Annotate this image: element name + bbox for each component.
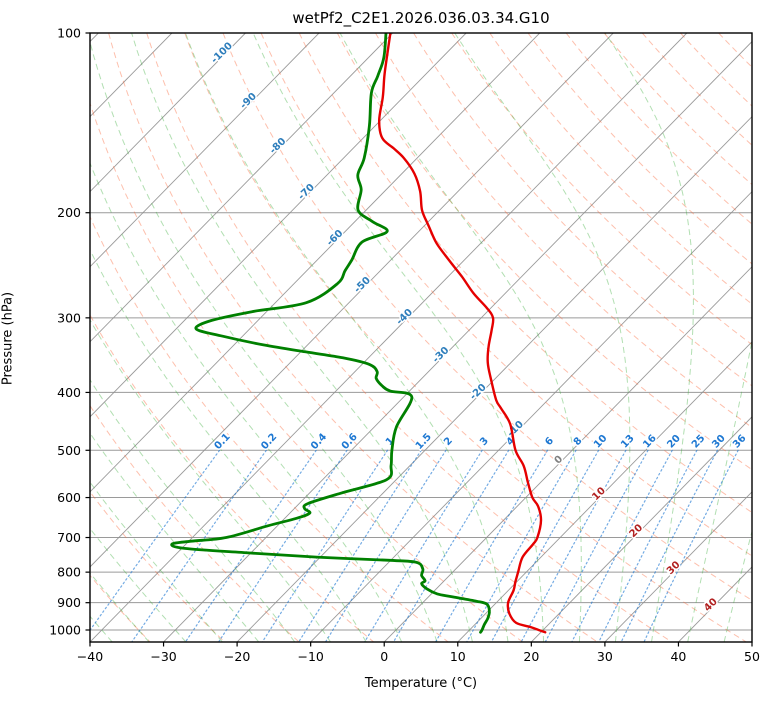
isotherm-label: -30 <box>431 345 452 365</box>
mixing-ratio-label: 8 <box>572 435 585 448</box>
x-tick-label: 30 <box>597 649 613 664</box>
isotherm-label: 10 <box>590 485 608 503</box>
x-tick-label: −10 <box>297 649 323 664</box>
x-tick-label: −40 <box>77 649 103 664</box>
x-tick-label: −30 <box>150 649 176 664</box>
isotherm-label: -60 <box>325 228 346 248</box>
mixing-ratio-label: 0.6 <box>340 431 360 451</box>
mixing-ratio-label: 16 <box>641 433 659 451</box>
y-tick-label: 400 <box>57 385 81 400</box>
y-tick-label: 200 <box>57 205 81 220</box>
mixing-ratio-label: 13 <box>619 433 637 451</box>
isotherm-label: 30 <box>665 559 683 577</box>
mixing-ratio-label: 3 <box>478 435 491 448</box>
mixing-ratio-label: 30 <box>710 433 728 451</box>
mixing-ratio-label: 1.5 <box>414 431 434 451</box>
x-tick-label: 10 <box>450 649 466 664</box>
mixing-ratio-lines <box>90 449 739 642</box>
y-tick-label: 800 <box>57 565 81 580</box>
mixing-ratio-label: 0.4 <box>309 431 329 451</box>
y-tick-label: 600 <box>57 490 81 505</box>
mixing-ratio-label: 25 <box>690 433 708 451</box>
isotherm-label: -90 <box>238 91 259 111</box>
chart-title: wetPf2_C2E1.2026.036.03.34.G10 <box>292 9 550 27</box>
y-tick-label: 100 <box>57 26 81 41</box>
isotherm-label: -80 <box>268 136 289 156</box>
grid-labels: -100-90-80-70-60-50-40-30-20-10010203040… <box>208 39 750 615</box>
x-tick-label: 0 <box>380 649 388 664</box>
mixing-ratio-label: 0.2 <box>259 431 279 451</box>
dry-adiabat-lines <box>90 33 752 642</box>
mixing-ratio-label: 20 <box>665 433 683 451</box>
isotherm-label: 0 <box>553 454 566 467</box>
x-tick-label: 40 <box>670 649 686 664</box>
y-tick-label: 300 <box>57 310 81 325</box>
mixing-ratio-label: 2 <box>442 435 455 448</box>
isotherm-label: 40 <box>702 596 720 614</box>
y-tick-label: 700 <box>57 530 81 545</box>
mixing-ratio-label: 10 <box>592 433 610 451</box>
y-tick-label: 500 <box>57 443 81 458</box>
mixing-ratio-label: 0.1 <box>213 431 233 451</box>
y-tick-label: 900 <box>57 595 81 610</box>
mixing-ratio-label: 6 <box>543 435 556 448</box>
axis-ticks: −40 −30 −20 −10 0 10 20 30 40 5010020030040050060… <box>49 26 760 665</box>
temperature-curve <box>377 33 547 634</box>
x-axis-label: Temperature (°C) <box>364 676 478 691</box>
x-tick-label: 50 <box>744 649 760 664</box>
isotherm-label: -70 <box>296 182 317 202</box>
y-tick-label: 1000 <box>49 623 81 638</box>
y-axis-label: Pressure (hPa) <box>0 291 16 386</box>
plot-frame <box>89 32 753 643</box>
dewpoint-curve <box>170 33 491 634</box>
x-tick-label: −20 <box>224 649 250 664</box>
isotherm-label: -50 <box>352 275 373 295</box>
isotherm-lines <box>90 33 752 642</box>
plot-area: -100-90-80-70-60-50-40-30-20-10010203040… <box>90 33 752 642</box>
isotherm-label: -40 <box>394 307 415 327</box>
x-tick-label: 20 <box>523 649 539 664</box>
moist-adiabat-lines <box>90 33 752 642</box>
